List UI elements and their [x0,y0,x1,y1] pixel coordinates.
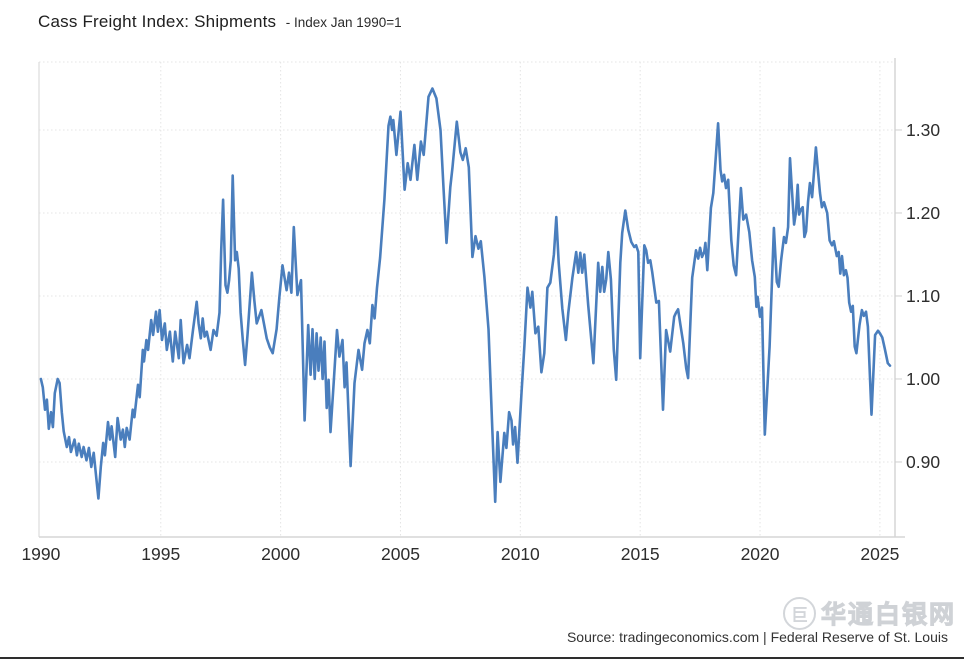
chart-title: Cass Freight Index: Shipments - Index Ja… [38,12,402,32]
bottom-border-line [0,657,964,659]
y-tick-label: 1.30 [906,120,940,140]
y-tick-label: 1.20 [906,203,940,223]
y-tick-label: 1.10 [906,286,940,306]
chart-title-main: Cass Freight Index: Shipments [38,12,277,31]
x-tick-label: 2000 [261,544,300,564]
y-tick-label: 0.90 [906,452,940,472]
x-tick-label: 1990 [21,544,60,564]
series-line [39,87,892,504]
source-attribution: Source: tradingeconomics.com | Federal R… [566,629,948,645]
x-tick-label: 2025 [860,544,899,564]
x-tick-label: 2020 [741,544,780,564]
x-tick-label: 2010 [501,544,540,564]
x-tick-label: 2015 [621,544,660,564]
x-tick-label: 1995 [141,544,180,564]
chart-title-subtitle: - Index Jan 1990=1 [285,15,402,30]
y-tick-label: 1.00 [906,369,940,389]
x-tick-label: 2005 [381,544,420,564]
